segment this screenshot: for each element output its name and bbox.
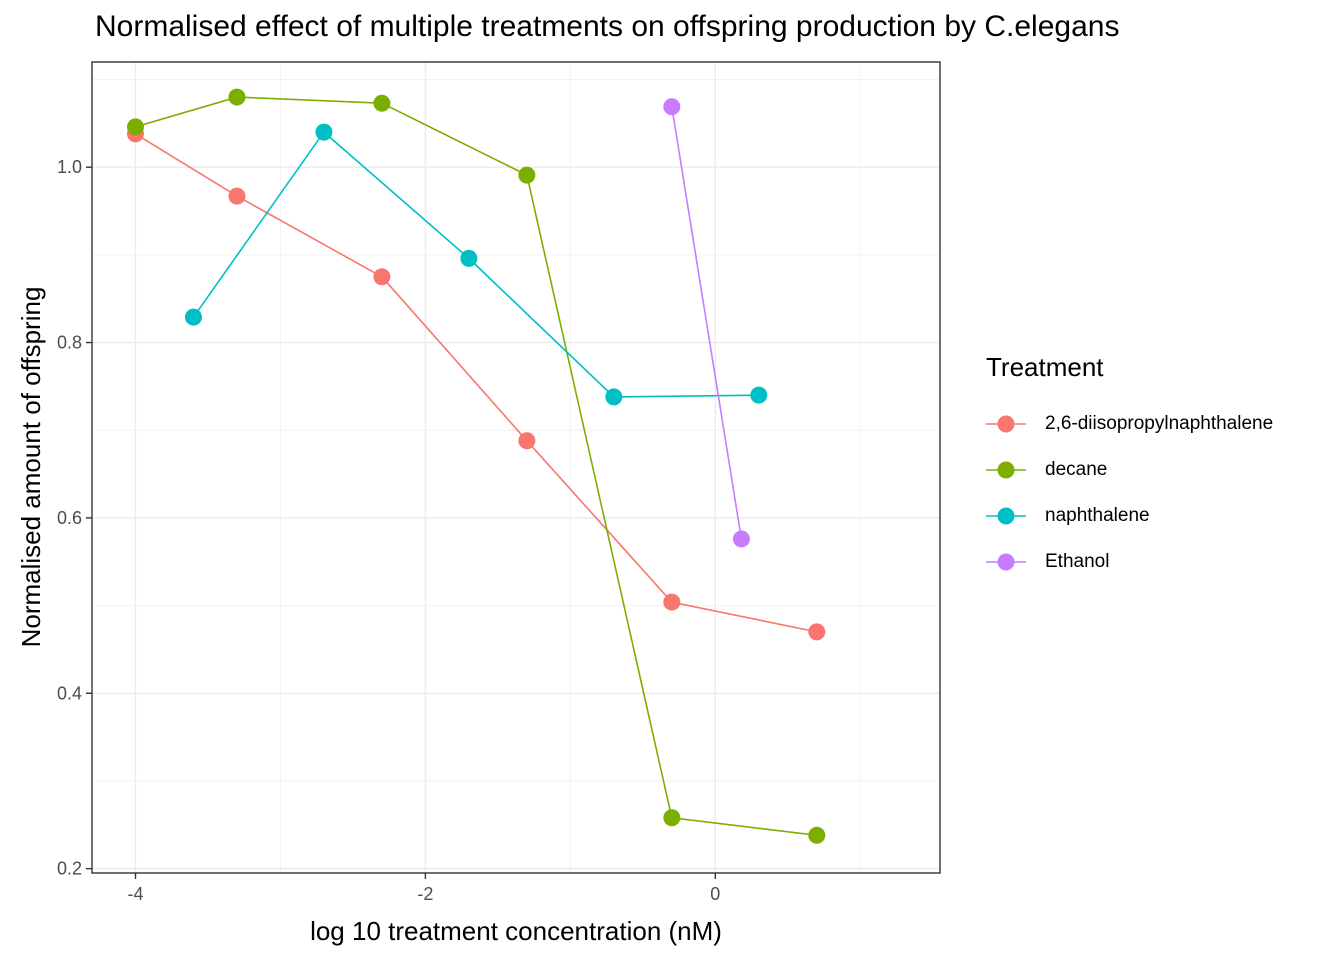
y-tick-label: 0.8: [57, 333, 82, 353]
major-gridlines: [92, 62, 940, 873]
legend-key-point: [997, 507, 1015, 525]
data-point: [750, 386, 768, 404]
x-tick-label: -4: [127, 884, 143, 904]
series-points: [126, 88, 826, 844]
data-point: [518, 166, 536, 184]
legend-item: Ethanol: [986, 539, 1273, 585]
data-point: [663, 98, 681, 116]
legend-key-point: [997, 461, 1015, 479]
data-point: [808, 826, 826, 844]
data-point: [605, 388, 623, 406]
legend-label: decane: [1045, 459, 1108, 480]
data-point: [732, 530, 750, 548]
legend-label: naphthalene: [1045, 505, 1150, 526]
legend-label: 2,6-diisopropylnaphthalene: [1045, 413, 1274, 434]
x-tick-label: 0: [710, 884, 720, 904]
y-axis: 0.2 0.4 0.6 0.8 1.0: [57, 157, 92, 879]
legend-key: [986, 553, 1026, 571]
plot-background: [92, 62, 940, 873]
data-point: [228, 187, 246, 205]
data-point: [373, 268, 391, 286]
data-point: [808, 623, 826, 641]
series-line: [135, 133, 817, 633]
y-tick-label: 1.0: [57, 157, 82, 177]
x-tick-label: -2: [417, 884, 433, 904]
legend: Treatment 2,6-diisopropylnaphthalene deca…: [986, 352, 1273, 585]
y-axis-title: Normalised amount of offspring: [16, 287, 46, 648]
series-line: [671, 106, 743, 540]
y-tick-label: 0.6: [57, 508, 82, 528]
legend-items: 2,6-diisopropylnaphthalene decane naphthal…: [986, 401, 1273, 585]
legend-key: [986, 415, 1026, 433]
y-tick-label: 0.4: [57, 683, 82, 703]
legend-item: naphthalene: [986, 493, 1273, 539]
data-point: [228, 88, 246, 106]
legend-key: [986, 507, 1026, 525]
legend-item: decane: [986, 447, 1273, 493]
legend-item: 2,6-diisopropylnaphthalene: [986, 401, 1273, 447]
legend-key-point: [997, 553, 1015, 571]
plot-border: [91, 61, 941, 874]
data-point: [663, 809, 681, 827]
legend-title: Treatment: [986, 352, 1104, 382]
data-point: [373, 94, 391, 112]
legend-key-point: [997, 415, 1015, 433]
minor-gridlines: [92, 62, 940, 873]
data-point: [184, 308, 202, 326]
legend-label: Ethanol: [1045, 551, 1110, 572]
y-tick-label: 0.2: [57, 859, 82, 879]
data-point: [663, 593, 681, 611]
data-point: [460, 249, 478, 267]
chart-title: Normalised effect of multiple treatments…: [95, 10, 1120, 43]
data-point: [315, 123, 333, 141]
legend-key: [986, 461, 1026, 479]
x-axis-title: log 10 treatment concentration (nM): [310, 916, 722, 946]
series-line: [135, 96, 817, 837]
data-point: [518, 432, 536, 450]
data-point: [126, 118, 144, 136]
x-axis: -4 -2 0: [127, 873, 720, 904]
